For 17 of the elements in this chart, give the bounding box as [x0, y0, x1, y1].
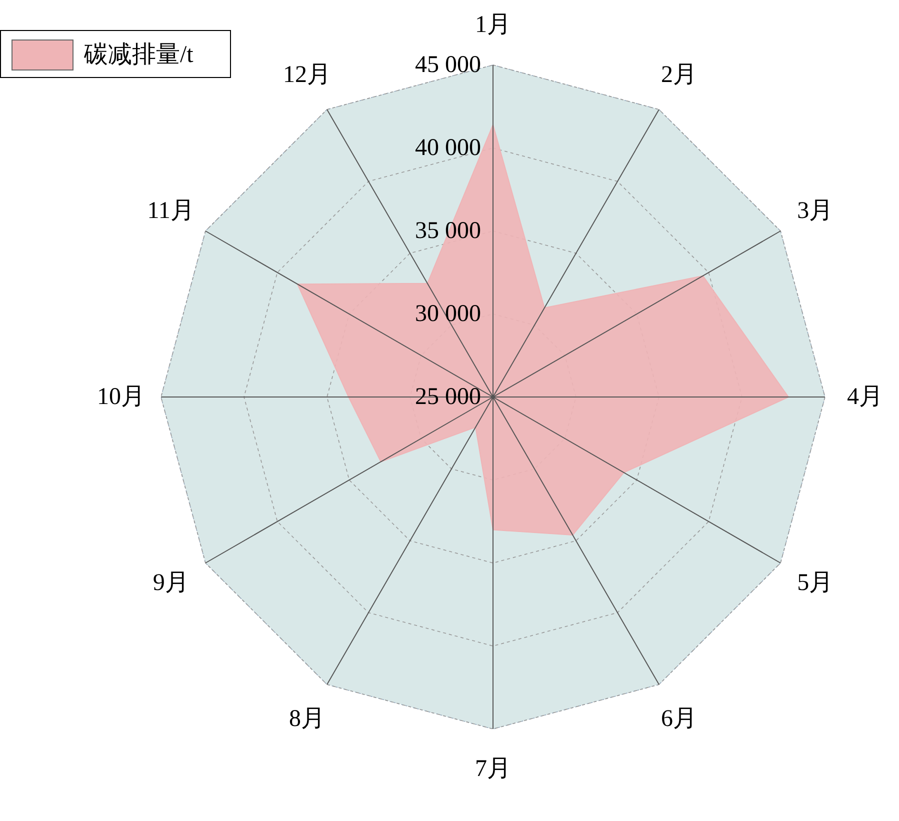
spoke-label: 4月: [847, 384, 883, 410]
spoke-label: 1月: [475, 12, 511, 38]
y-tick-label: 35 000: [415, 218, 481, 244]
spoke-label: 3月: [797, 198, 834, 224]
spoke-label: 8月: [289, 706, 325, 732]
spoke-label: 10月: [97, 384, 145, 410]
spoke-label: 11月: [147, 198, 194, 224]
spoke-label: 6月: [661, 706, 697, 732]
y-tick-label: 45 000: [415, 52, 481, 78]
y-tick-label: 30 000: [415, 301, 481, 327]
y-tick-label: 40 000: [415, 135, 481, 161]
spoke-label: 2月: [661, 62, 697, 88]
spoke-label: 5月: [797, 570, 834, 596]
spoke-label: 7月: [475, 756, 511, 782]
spoke-label: 9月: [152, 570, 189, 596]
spoke-label: 12月: [283, 62, 331, 88]
legend-label: 碳减排量/t: [83, 42, 194, 68]
